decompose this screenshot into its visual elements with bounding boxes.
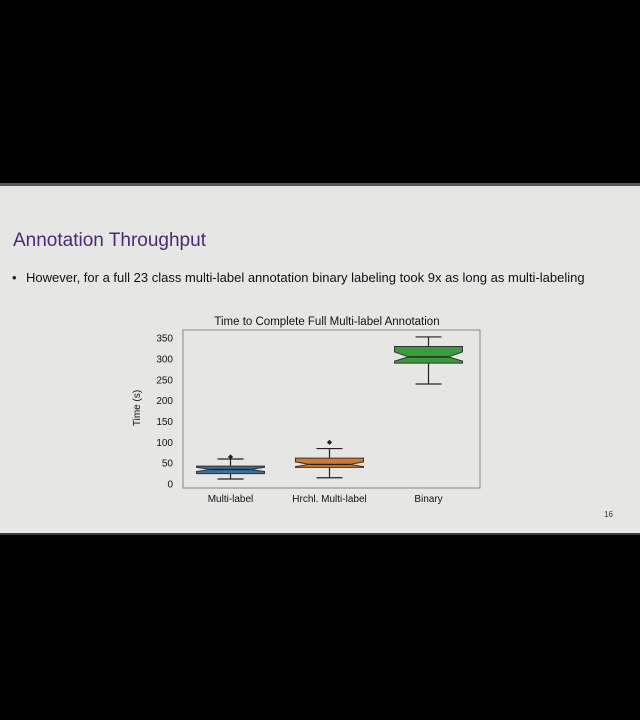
y-axis-ticks: 0 50 100 150 200 250 300 350	[156, 334, 173, 491]
bullet-marker: •	[12, 270, 17, 285]
slide-title: Annotation Throughput	[13, 230, 206, 251]
box-body	[394, 346, 463, 364]
page-number: 16	[604, 510, 613, 519]
y-tick-label: 250	[156, 375, 173, 386]
bullet-text: However, for a full 23 class multi-label…	[26, 270, 585, 285]
x-axis-ticks: Multi-label Hrchl. Multi-label Binary	[208, 494, 443, 505]
y-axis-label: Time (s)	[132, 390, 143, 426]
x-tick-label: Hrchl. Multi-label	[292, 494, 366, 505]
y-tick-label: 100	[156, 438, 173, 449]
y-tick-label: 200	[156, 396, 173, 407]
y-tick-label: 350	[156, 334, 173, 345]
box-plot-chart: Time to Complete Full Multi-label Annota…	[132, 316, 481, 505]
outlier-point	[326, 439, 333, 445]
y-tick-label: 50	[162, 459, 174, 470]
slide: Annotation Throughput • However, for a f…	[0, 183, 640, 535]
chart-title: Time to Complete Full Multi-label Annota…	[214, 316, 439, 328]
y-tick-label: 300	[156, 355, 173, 366]
box-body	[295, 457, 364, 468]
x-tick-label: Multi-label	[208, 494, 254, 505]
box-multi-label	[196, 454, 265, 480]
bullet-point: • However, for a full 23 class multi-lab…	[12, 270, 612, 286]
y-tick-label: 150	[156, 417, 173, 428]
plot-area-frame	[182, 329, 481, 489]
box-binary	[394, 336, 463, 385]
y-tick-label: 0	[167, 480, 173, 491]
x-tick-label: Binary	[414, 494, 442, 505]
box-hrchl-multi-label	[295, 439, 364, 479]
box-series	[196, 336, 463, 480]
